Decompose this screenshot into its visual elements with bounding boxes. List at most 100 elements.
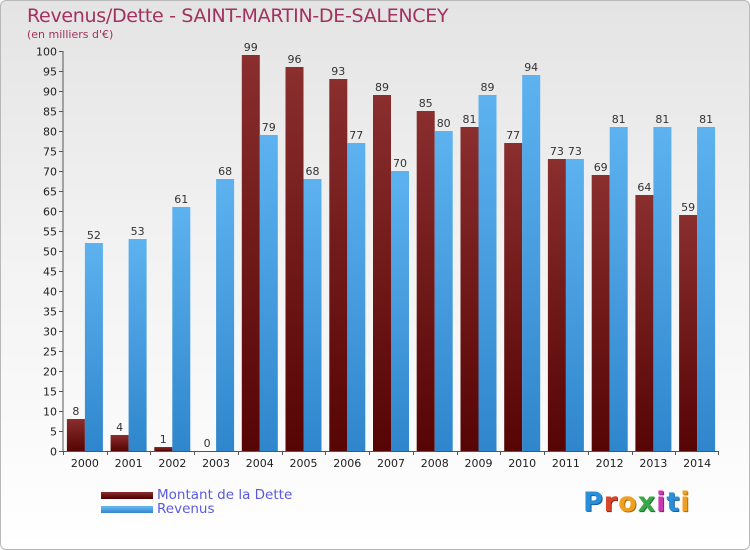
x-tick-label: 2001 xyxy=(115,457,143,470)
data-label: 77 xyxy=(349,129,363,142)
x-tick-label: 2006 xyxy=(333,457,361,470)
bar-dette xyxy=(110,435,129,451)
data-label: 64 xyxy=(637,181,651,194)
data-label: 8 xyxy=(72,405,79,418)
y-tick-label: 85 xyxy=(43,106,57,119)
data-label: 93 xyxy=(331,65,345,78)
proxiti-logo: Proxiti xyxy=(583,487,691,518)
data-label: 73 xyxy=(568,145,582,158)
bar-revenus xyxy=(653,127,672,451)
logo-letter: i xyxy=(680,487,691,518)
x-tick-label: 2007 xyxy=(377,457,405,470)
bar-dette xyxy=(504,143,523,451)
data-label: 4 xyxy=(116,421,123,434)
bar-revenus xyxy=(128,239,147,451)
data-label: 89 xyxy=(481,81,495,94)
x-tick-label: 2004 xyxy=(246,457,274,470)
bar-dette xyxy=(635,195,654,451)
legend: Montant de la Dette Revenus xyxy=(101,488,292,516)
data-label: 81 xyxy=(655,113,669,126)
bar-revenus xyxy=(216,179,235,451)
bar-dette xyxy=(373,95,391,451)
chart-subtitle: (en milliers d'€) xyxy=(27,28,114,41)
bar-revenus xyxy=(84,243,103,451)
data-label: 99 xyxy=(244,41,258,54)
bar-revenus xyxy=(609,127,628,451)
x-tick-label: 2008 xyxy=(421,457,449,470)
data-label: 52 xyxy=(87,229,101,242)
bar-revenus xyxy=(478,95,497,451)
logo-letter: i xyxy=(656,487,667,518)
y-tick-label: 5 xyxy=(50,426,57,439)
data-label: 0 xyxy=(204,437,211,450)
y-tick-label: 50 xyxy=(43,246,57,259)
bar-dette xyxy=(416,111,435,451)
data-label: 1 xyxy=(160,433,167,446)
y-tick-label: 35 xyxy=(43,306,57,319)
y-tick-label: 10 xyxy=(43,406,57,419)
x-tick-label: 2012 xyxy=(596,457,624,470)
data-label: 68 xyxy=(218,165,232,178)
logo-letter: r xyxy=(603,487,619,518)
data-label: 69 xyxy=(594,161,608,174)
x-tick-label: 2013 xyxy=(639,457,667,470)
y-tick-label: 25 xyxy=(43,346,57,359)
bar-dette xyxy=(460,127,479,451)
bar-dette xyxy=(241,55,260,451)
data-labels: 8 4 1 0 99 96 93 89 85 81 77 73 69 64 59 52 53 61 68 79 68 77… xyxy=(72,41,713,450)
data-label: 96 xyxy=(288,53,302,66)
chart-title: Revenus/Dette - SAINT-MARTIN-DE-SALENCEY xyxy=(27,5,449,27)
y-tick-label: 75 xyxy=(43,146,57,159)
axes: 0510152025303540455055606570758085909510… xyxy=(36,46,719,470)
x-tick-label: 2005 xyxy=(290,457,318,470)
y-tick-label: 15 xyxy=(43,386,57,399)
data-label: 53 xyxy=(131,225,145,238)
y-tick-label: 90 xyxy=(43,86,57,99)
y-tick-label: 45 xyxy=(43,266,57,279)
legend-swatch-dette xyxy=(101,491,153,499)
legend-item-revenus: Revenus xyxy=(101,502,292,516)
bar-dette xyxy=(285,67,304,451)
logo-letter: x xyxy=(637,487,657,518)
x-tick-label: 2002 xyxy=(158,457,186,470)
x-tick-label: 2011 xyxy=(552,457,580,470)
bar-revenus xyxy=(522,75,541,451)
y-tick-label: 0 xyxy=(50,446,57,459)
y-tick-label: 30 xyxy=(43,326,57,339)
data-label: 89 xyxy=(375,81,389,94)
data-label: 70 xyxy=(393,157,407,170)
logo-letter: t xyxy=(666,487,681,518)
bar-dette xyxy=(329,79,348,451)
data-label: 81 xyxy=(463,113,477,126)
data-label: 85 xyxy=(419,97,433,110)
legend-item-dette: Montant de la Dette xyxy=(101,488,292,502)
data-label: 94 xyxy=(524,61,538,74)
legend-label-revenus: Revenus xyxy=(157,501,215,517)
logo-letter: P xyxy=(583,487,604,518)
y-tick-label: 70 xyxy=(43,166,57,179)
data-label: 81 xyxy=(699,113,713,126)
y-tick-label: 40 xyxy=(43,286,57,299)
bar-dette xyxy=(154,447,173,451)
bar-revenus xyxy=(697,127,716,451)
bars xyxy=(66,55,716,451)
x-tick-label: 2000 xyxy=(71,457,99,470)
legend-label-dette: Montant de la Dette xyxy=(157,487,293,503)
bar-revenus xyxy=(565,159,584,451)
bar-dette xyxy=(547,159,566,451)
data-label: 73 xyxy=(550,145,564,158)
data-label: 59 xyxy=(681,201,695,214)
logo-letter: o xyxy=(618,487,638,518)
data-label: 81 xyxy=(612,113,626,126)
x-tick-label: 2009 xyxy=(464,457,492,470)
bar-revenus xyxy=(259,135,278,451)
y-tick-label: 65 xyxy=(43,186,57,199)
data-label: 80 xyxy=(437,117,451,130)
bar-dette xyxy=(66,419,85,451)
x-tick-label: 2010 xyxy=(508,457,536,470)
y-tick-label: 60 xyxy=(43,206,57,219)
bar-revenus xyxy=(172,207,191,451)
bar-dette xyxy=(591,175,610,451)
